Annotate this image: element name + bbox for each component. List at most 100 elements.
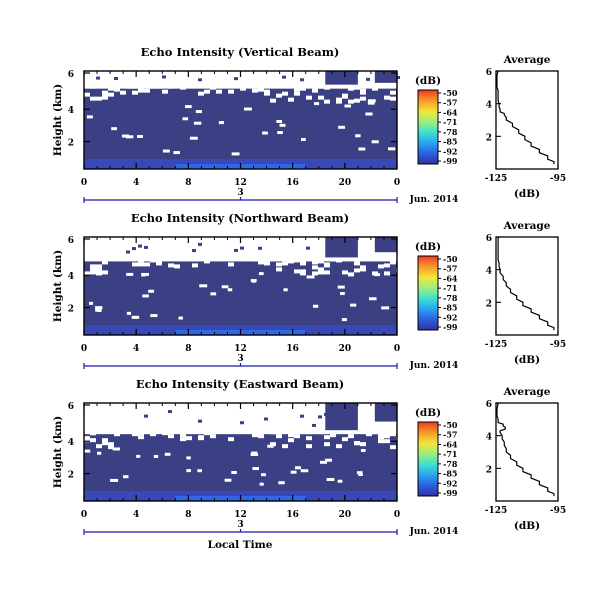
heatmap-echo-speck [192, 249, 196, 253]
heatmap-gap-cell [342, 93, 348, 98]
heatmap-gap-cell [192, 254, 198, 259]
heatmap-echo-speck [234, 248, 238, 252]
profile-frame [495, 236, 559, 336]
heatmap-gap-cell [120, 75, 126, 80]
colorbar-tick-label: -57 [443, 98, 457, 108]
heatmap-gap-speck [126, 272, 134, 276]
heatmap-gap-speck [381, 306, 390, 310]
heatmap-gap-cell [138, 78, 144, 83]
heatmap-gap-cell [102, 270, 108, 275]
heatmap-gap-cell [210, 241, 216, 246]
heatmap-gap-cell [228, 262, 234, 267]
heatmap-gap-cell [96, 444, 102, 449]
heatmap-gap-cell [192, 78, 198, 83]
heatmap-gap-speck [162, 149, 170, 153]
heatmap-gap-cell [132, 262, 138, 267]
x-tick-label: 12 [234, 178, 247, 188]
heatmap-gap-cell [108, 251, 114, 256]
heatmap-gap-cell [246, 421, 252, 426]
heatmap-gap-speck [355, 134, 361, 138]
heatmap-gap-speck [267, 444, 274, 448]
heatmap-gap-cell [180, 426, 186, 431]
heatmap-gap-cell [108, 82, 114, 87]
heatmap-gap-speck [283, 288, 288, 292]
heatmap-gap-speck [137, 134, 143, 138]
heatmap-echo-speck [306, 246, 310, 250]
heatmap-gap-cell [252, 424, 258, 429]
colorbar [417, 89, 439, 165]
profile-x-tick-label: -95 [550, 340, 566, 350]
heatmap-gap-cell [318, 95, 324, 100]
heatmap-gap-speck [337, 479, 343, 483]
heatmap-gap-cell [198, 416, 204, 421]
heatmap-gap-cell [312, 83, 318, 88]
heatmap-gap-cell [204, 431, 210, 436]
heatmap-gap-cell [114, 87, 120, 92]
heatmap-gap-cell [384, 431, 390, 436]
heatmap-gap-cell [150, 241, 156, 246]
heatmap-gap-cell [348, 86, 354, 91]
heatmap-gap-cell [384, 439, 390, 444]
heatmap-gap-cell [276, 430, 282, 435]
heatmap-gap-cell [276, 262, 282, 267]
heatmap-gap-cell [270, 442, 276, 447]
heatmap-gap-cell [270, 253, 276, 258]
heatmap-gap-cell [102, 441, 108, 446]
heatmap-echo-speck [96, 76, 100, 80]
heatmap-gap-cell [270, 430, 276, 435]
heatmap-gap-cell [252, 75, 258, 80]
colorbar-tick-label: -85 [443, 303, 457, 313]
heatmap-gap-cell [168, 422, 174, 427]
heatmap-gap-cell [180, 74, 186, 79]
profile-y-tick-label: 4 [486, 433, 492, 443]
profile-x-tick-label: -125 [485, 340, 508, 350]
heatmap-gap-cell [342, 437, 348, 442]
heatmap-gap-cell [264, 261, 270, 266]
heatmap-gap-cell [192, 257, 198, 262]
heatmap-gap-cell [174, 425, 180, 430]
heatmap-gap-cell [324, 262, 330, 267]
profile-x-label: (dB) [514, 188, 540, 200]
heatmap-gap-speck [86, 115, 93, 119]
heatmap-gap-cell [300, 258, 306, 263]
heatmap-gap-cell [96, 268, 102, 273]
heatmap-echo-speck [264, 417, 268, 421]
heatmap-gap-cell [330, 257, 336, 262]
heatmap-gap-cell [90, 270, 96, 275]
heatmap-gap-cell [126, 84, 132, 89]
heatmap-gap-cell [360, 425, 366, 430]
heatmap-gap-speck [319, 460, 328, 464]
heatmap-gap-cell [222, 73, 228, 78]
heatmap-gap-cell [174, 73, 180, 78]
heatmap-gap-cell [378, 439, 384, 444]
heatmap-gap-cell [204, 415, 210, 420]
profile-title: Average [503, 386, 551, 398]
heatmap-gap-cell [102, 260, 108, 265]
x-tick-label: 4 [133, 510, 139, 520]
heatmap-gap-cell [366, 432, 372, 437]
heatmap-gap-cell [180, 429, 186, 434]
heatmap-gap-speck [358, 473, 363, 477]
heatmap-gap-cell [276, 267, 282, 272]
x-tick-label: 16 [286, 344, 299, 354]
heatmap-gap-cell [282, 91, 288, 96]
heatmap-gap-cell [234, 424, 240, 429]
heatmap-gap-cell [348, 272, 354, 277]
heatmap-gap-cell [384, 95, 390, 100]
heatmap-gap-cell [384, 434, 390, 439]
heatmap-gap-cell [216, 420, 222, 425]
heatmap-gap-speck [189, 136, 198, 140]
heatmap-gap-cell [288, 97, 294, 102]
heatmap-gap-speck [182, 117, 189, 121]
heatmap-echo-speck [162, 75, 166, 79]
heatmap-gap-speck [193, 121, 202, 125]
heatmap-gap-cell [234, 82, 240, 87]
x-axis-label: Local Time [208, 539, 273, 551]
heatmap-gap-cell [378, 264, 384, 269]
panel-title: Echo Intensity (Vertical Beam) [141, 45, 340, 59]
heatmap-gap-cell [228, 414, 234, 419]
heatmap-echo-speck [240, 246, 244, 250]
heatmap-gap-cell [372, 86, 378, 91]
